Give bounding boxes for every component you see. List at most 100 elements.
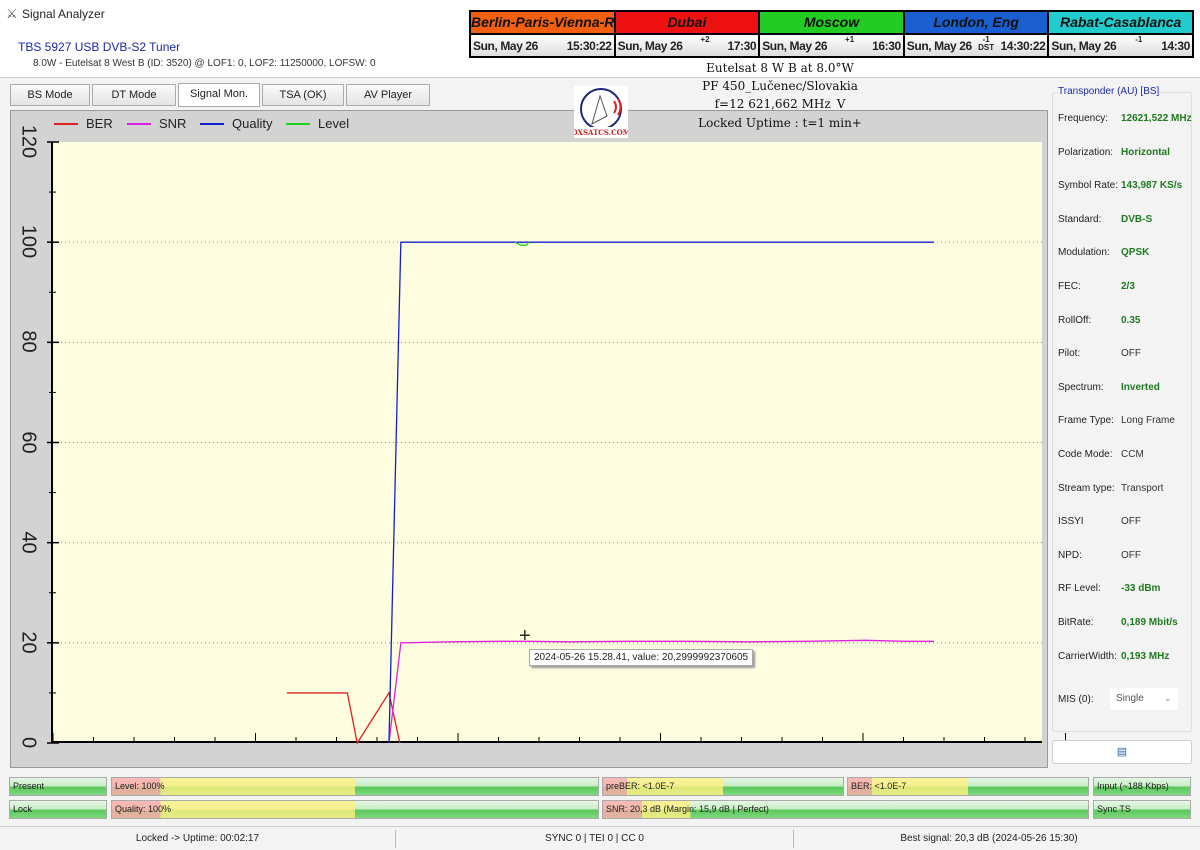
sync-ts-indicator: Sync TS [1093, 800, 1191, 819]
ber-bar: BER: <1.0E-7 [847, 777, 1089, 796]
timezone-1: Dubai Sun, May 26 +2 17:30 [615, 12, 761, 56]
timezone-time: 16:30 [872, 38, 901, 53]
quality-bar: Quality: 100% [111, 800, 599, 819]
transponder-label: NPD: [1058, 549, 1082, 561]
signal-chart[interactable] [47, 141, 1066, 745]
timezone-row: Sun, May 26 +1 16:30 [760, 33, 903, 56]
transponder-label: Pilot: [1058, 348, 1081, 360]
status-divider [793, 830, 794, 848]
transponder-label: Standard: [1058, 213, 1102, 225]
mis-value: Single [1116, 693, 1144, 704]
transponder-value: 2/3 [1121, 281, 1135, 292]
transponder-value: OFF [1121, 516, 1141, 528]
y-tick-label: 20 [17, 631, 40, 654]
legend-swatch [54, 122, 78, 125]
timezone-date: Sun, May 26 [617, 38, 683, 53]
window-title: Signal Analyzer [22, 7, 105, 21]
timezone-0: Berlin-Paris-Vienna-Roma Sun, May 26 15:30… [471, 12, 616, 56]
legend-label: SNR [159, 116, 187, 131]
snr-bar: SNR: 20,3 dB (Margin: 15,9 dB | Perfect) [602, 800, 1089, 819]
series-line-ber [286, 691, 401, 745]
locked-uptime: Locked Uptime : t=1 min+ [698, 116, 862, 130]
transponder-value: Transport [1121, 482, 1164, 494]
legend-label: BER [86, 116, 113, 131]
timezone-city: Dubai [615, 12, 759, 33]
tab-dt-mode[interactable]: DT Mode [92, 84, 176, 106]
level-bar: Level: 100% [111, 777, 599, 796]
location: PF 450_Lučenec/Slovakia [702, 79, 858, 93]
transponder-value: 12621,522 MHz [1121, 113, 1192, 124]
input-indicator: Input (~188 Kbps) [1093, 777, 1191, 796]
transponder-value: OFF [1121, 549, 1141, 561]
timezone-row: Sun, May 26 15:30:22 [471, 33, 614, 56]
tab-bs-mode[interactable]: BS Mode [10, 84, 90, 106]
tab-signal-mon-[interactable]: Signal Mon. [178, 83, 260, 107]
list-icon: ▤ [1116, 746, 1128, 758]
timezone-date: Sun, May 26 [1051, 38, 1117, 53]
y-tick-label: 80 [17, 330, 40, 353]
svg-text:DXSATCS.COM: DXSATCS.COM [574, 128, 628, 137]
preber-bar: preBER: <1.0E-7 [602, 777, 844, 796]
timezone-city: Rabat-Casablanca [1049, 12, 1192, 33]
status-bar: Locked -> Uptime: 00:02:17 SYNC 0 | TEI … [0, 826, 1200, 850]
transponder-value: 0,189 Mbit/s [1121, 617, 1178, 628]
timezone-offset: -1 [1135, 35, 1143, 44]
transponder-value: Inverted [1121, 381, 1160, 393]
legend-item-ber: BER [54, 116, 113, 131]
timezone-offset: +2 [700, 35, 710, 44]
timezone-date: Sun, May 26 [906, 38, 972, 53]
timezone-time: 14:30:22 [1000, 38, 1046, 53]
timezone-row: Sun, May 26 -1 DST 14:30:22 [904, 33, 1048, 56]
legend-swatch [200, 122, 224, 125]
mis-label: MIS (0): [1058, 694, 1094, 705]
legend-item-level: Level [286, 116, 349, 131]
series-line-snr [388, 639, 934, 744]
transponder-label: FEC: [1058, 281, 1081, 292]
world-clock: Berlin-Paris-Vienna-RomaSun, May 2615:30… [469, 10, 1194, 58]
transponder-title: Transponder (AU) [BS] [1058, 86, 1160, 97]
transponder-value: Long Frame [1121, 415, 1175, 427]
timezone-row: Sun, May 26 +2 17:30 [615, 33, 759, 56]
tab-av-player[interactable]: AV Player [346, 84, 430, 106]
timezone-offset: +1 [845, 35, 855, 44]
crosshair-cursor-icon: + [519, 625, 531, 647]
y-tick-label: 0 [17, 736, 40, 749]
mis-select[interactable]: Single ⌄ [1110, 688, 1178, 710]
legend-item-quality: Quality [200, 116, 272, 131]
y-tick-label: 60 [17, 430, 40, 454]
chart-tooltip: 2024-05-26 15.28.41, value: 20,299999237… [529, 649, 754, 666]
transponder-label: BitRate: [1058, 617, 1094, 628]
chevron-down-icon: ⌄ [1163, 693, 1172, 704]
legend-swatch [286, 122, 310, 125]
timezone-time: 14:30 [1161, 38, 1190, 53]
transponder-label: Symbol Rate: [1058, 180, 1119, 192]
transponder-label: CarrierWidth: [1058, 650, 1117, 662]
uptime-status: Locked -> Uptime: 00:02:17 [135, 833, 260, 844]
transponder-value: Horizontal [1121, 146, 1170, 158]
timezone-city: Moscow [760, 12, 903, 33]
tuner-details: 8.0W - Eutelsat 8 West B (ID: 3520) @ LO… [33, 58, 376, 69]
transponder-label: Stream type: [1058, 482, 1115, 494]
legend-item-snr: SNR [127, 116, 186, 131]
satellite-name: Eutelsat 8 W B at 8.0°W [706, 61, 854, 75]
timezone-2: Moscow Sun, May 26 +1 16:30 [760, 12, 905, 56]
tab-tsa-ok-[interactable]: TSA (OK) [262, 84, 344, 106]
transponder-label: Frequency: [1058, 113, 1109, 124]
timezone-4: Rabat-Casablanca Sun, May 26 -1 14:30 [1049, 12, 1192, 56]
series-line-level [514, 241, 530, 246]
y-tick-label: 40 [17, 531, 40, 554]
timezone-3: London, Eng Sun, May 26 -1 DST 14:30:22 [904, 12, 1050, 56]
lock-indicator: Lock [9, 800, 107, 819]
timezone-time: 17:30 [727, 38, 757, 53]
timezone-date: Sun, May 26 [473, 38, 538, 53]
transponder-label: Modulation: [1058, 247, 1110, 259]
transponder-value: QPSK [1121, 247, 1150, 259]
transponder-label: RollOff: [1058, 314, 1092, 326]
timezone-row: Sun, May 26 -1 14:30 [1049, 33, 1192, 56]
tuner-name: TBS 5927 USB DVB-S2 Tuner [18, 40, 181, 54]
transponder-label: Polarization: [1058, 146, 1114, 158]
toggle-panel-button[interactable]: ▤ [1052, 740, 1192, 764]
transponder-label: ISSYI [1058, 516, 1084, 528]
transponder-value: -33 dBm [1121, 583, 1161, 595]
frequency-label: f=12 621,662 MHz_V [714, 97, 846, 111]
